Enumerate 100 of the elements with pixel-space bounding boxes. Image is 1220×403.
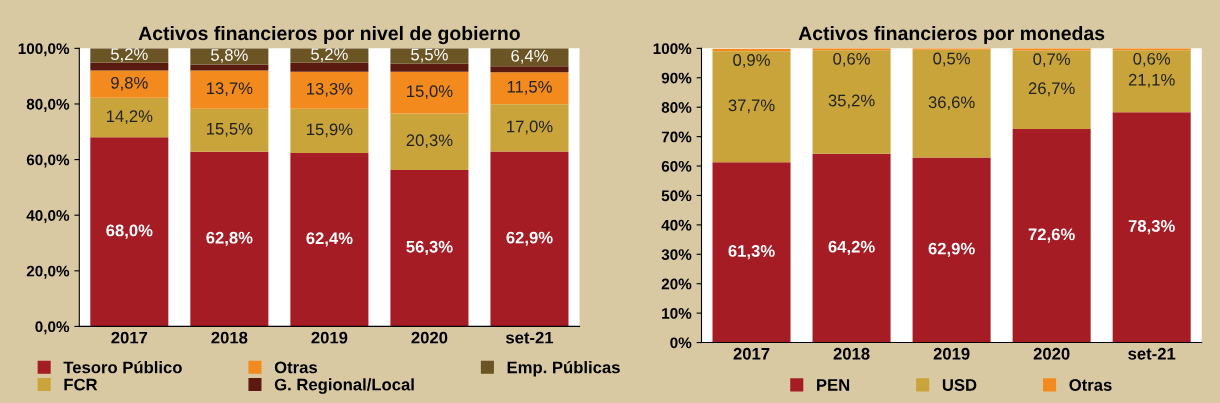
y-tick-label: 90% [661,72,692,84]
x-tick-label: set-21 [505,331,554,344]
legend-label: USD [942,379,977,391]
bar [290,62,369,72]
chart-title: Activos financieros por monedas [798,25,1105,45]
data-label: 11,5% [507,81,552,95]
data-label: 61,3% [728,245,775,260]
data-label: 78,3% [1128,220,1175,235]
bar [390,169,469,327]
bar [490,66,569,73]
data-label: 26,7% [1028,82,1075,97]
data-label: 37,7% [728,99,775,114]
bar [1112,50,1191,113]
bar [390,113,469,170]
y-tick-label: 70% [661,131,692,143]
data-label: 15,5% [207,123,253,137]
bar [490,104,569,152]
y-tick-label: 100,0% [18,43,70,57]
y-tick-label: 100% [653,43,692,55]
data-label: 20,3% [406,134,453,149]
bar [812,50,891,154]
legend-label: PEN [817,379,850,391]
data-label: 21,1% [1128,73,1175,88]
data-label: 62,9% [928,242,975,257]
data-label: 5,2% [110,48,148,63]
bar [390,63,469,72]
y-tick-label: 30% [661,249,692,260]
x-tick-label: set-21 [1128,347,1176,360]
bar [490,151,569,327]
bar [712,162,791,343]
data-label: 72,6% [1028,228,1075,243]
data-label: 6,4% [511,49,548,64]
bar [190,108,269,152]
data-label: 64,2% [828,240,875,256]
bar [190,64,269,71]
bar [290,71,369,109]
data-label: 13,7% [207,82,253,97]
data-label: 0,9% [733,54,770,68]
data-label: 5,5% [411,48,448,63]
bar [190,151,269,327]
y-tick-label: 80,0% [26,98,70,112]
y-tick-label: 0% [670,337,692,349]
legend-label: G. Regional/Local [274,378,414,394]
data-label: 0,7% [1033,53,1071,67]
y-tick-label: 40,0% [26,210,70,224]
bar [290,108,369,153]
data-label: 62,9% [506,231,553,246]
x-tick-label: 2017 [733,347,770,360]
bar [912,157,991,343]
data-label: 62,4% [306,232,353,247]
y-tick-label: 20% [661,278,692,290]
x-tick-label: 2020 [411,331,448,344]
x-tick-label: 2019 [311,331,348,344]
x-tick-label: 2020 [1033,347,1070,360]
data-label: 15,9% [307,123,353,138]
y-tick-label: 50% [661,190,692,202]
data-label: 35,2% [828,94,875,109]
legend-label: Otras [1069,379,1112,391]
bar [712,51,791,163]
bar [1012,128,1091,343]
data-label: 5,8% [211,49,248,63]
data-label: 15,0% [407,85,453,100]
y-tick-label: 60% [661,160,692,172]
data-label: 9,8% [111,76,148,91]
data-label: 0,5% [933,52,970,67]
bar [490,72,569,105]
data-label: 56,3% [406,240,453,256]
data-label: 68,0% [106,224,153,239]
bar [912,49,991,158]
bar [1012,50,1091,129]
bar [812,153,891,343]
y-tick-label: 0,0% [35,321,70,335]
bar [1112,112,1191,343]
bar [190,70,269,109]
legend-label: FCR [64,378,98,391]
x-tick-label: 2018 [833,347,870,360]
data-label: 5,2% [311,48,348,63]
data-label: 14,2% [106,110,153,125]
data-label: 0,6% [833,52,870,67]
bar [290,152,369,327]
x-tick-label: 2018 [211,331,248,344]
data-label: 17,0% [507,120,553,135]
bar [90,70,169,98]
y-tick-label: 20,0% [26,265,70,279]
legend-label: Otras [274,361,317,374]
chart-title: Activos financieros por nivel de gobierno [138,25,520,45]
bar [390,71,469,114]
y-tick-label: 80% [661,102,692,113]
y-tick-label: 40% [661,219,692,231]
x-tick-label: 2019 [933,347,970,360]
data-label: 13,3% [307,82,353,97]
legend-label: Emp. Públicas [507,360,620,377]
data-label: 36,6% [928,96,975,111]
bar [90,62,169,71]
bar [90,97,169,138]
x-tick-label: 2017 [111,331,148,344]
data-label: 0,6% [1133,52,1171,67]
y-tick-label: 10% [662,308,692,319]
data-label: 62,8% [206,231,253,247]
y-tick-label: 60,0% [26,154,70,168]
